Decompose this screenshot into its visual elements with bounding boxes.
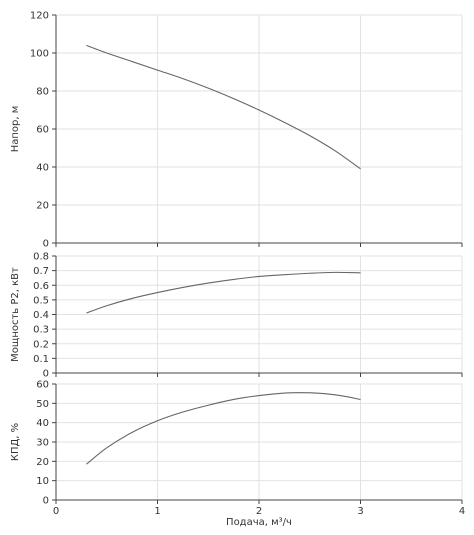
- y-tick-label: 80: [36, 87, 49, 98]
- series-line-2-1: [86, 271, 361, 314]
- y-tick-label: 30: [36, 438, 49, 449]
- y-tick-label: 0: [43, 239, 49, 250]
- y-tick-label: 0: [43, 496, 49, 507]
- y-tick-label: 40: [36, 418, 49, 429]
- y-axis-title: Напор, м: [10, 106, 21, 153]
- x-tick-label: 0: [53, 506, 59, 517]
- series-line-1-1: [86, 44, 361, 170]
- y-tick-label: 10: [36, 476, 49, 487]
- chart-panel-1: 0 20 40 60 80 100 120 Напор, м: [10, 11, 463, 250]
- grid-lines: [55, 383, 463, 501]
- y-axis-title: КПД, %: [10, 423, 21, 461]
- y-tick-label: 0.1: [33, 354, 49, 365]
- x-tick-label: 4: [459, 506, 465, 517]
- chart-panel-2: 0 0.1 0.2 0.3 0.4 0.5 0.6 0.7 0.8 Мощность P2, кВ…: [10, 252, 463, 380]
- y-axis-title: Мощность P2, кВт: [10, 267, 21, 362]
- axes: [52, 255, 463, 377]
- y-tick-label: 0.7: [33, 266, 49, 277]
- y-tick-label: 0.6: [33, 281, 49, 292]
- y-tick-label: 0.3: [33, 325, 49, 336]
- y-tick-label: 20: [36, 201, 49, 212]
- series-line-3-1: [86, 392, 361, 465]
- axes: [52, 14, 463, 247]
- y-tick-label: 20: [36, 457, 49, 468]
- y-tick-label: 0.4: [33, 310, 49, 321]
- axes: [52, 383, 463, 504]
- y-tick-label: 40: [36, 163, 49, 174]
- x-tick-label: 1: [154, 506, 160, 517]
- y-tick-label: 0.5: [33, 295, 49, 306]
- chart-panel-3: 0 10 20 30 40 50 60 0 1 2 3 4 Подача, м³/ч КПД, %: [10, 380, 465, 529]
- grid-lines: [55, 255, 463, 374]
- grid-lines: [55, 14, 463, 244]
- y-tick-label: 0.2: [33, 339, 49, 350]
- y-tick-label: 120: [30, 11, 49, 22]
- x-axis-title: Подача, м³/ч: [226, 517, 292, 528]
- y-tick-label: 0.8: [33, 252, 49, 263]
- x-tick-label: 3: [357, 506, 363, 517]
- y-tick-label: 50: [36, 399, 49, 410]
- y-tick-label: 60: [36, 380, 49, 391]
- y-tick-label: 60: [36, 125, 49, 136]
- y-tick-label: 100: [30, 49, 49, 60]
- y-tick-label: 0: [43, 369, 49, 380]
- x-tick-label: 2: [256, 506, 262, 517]
